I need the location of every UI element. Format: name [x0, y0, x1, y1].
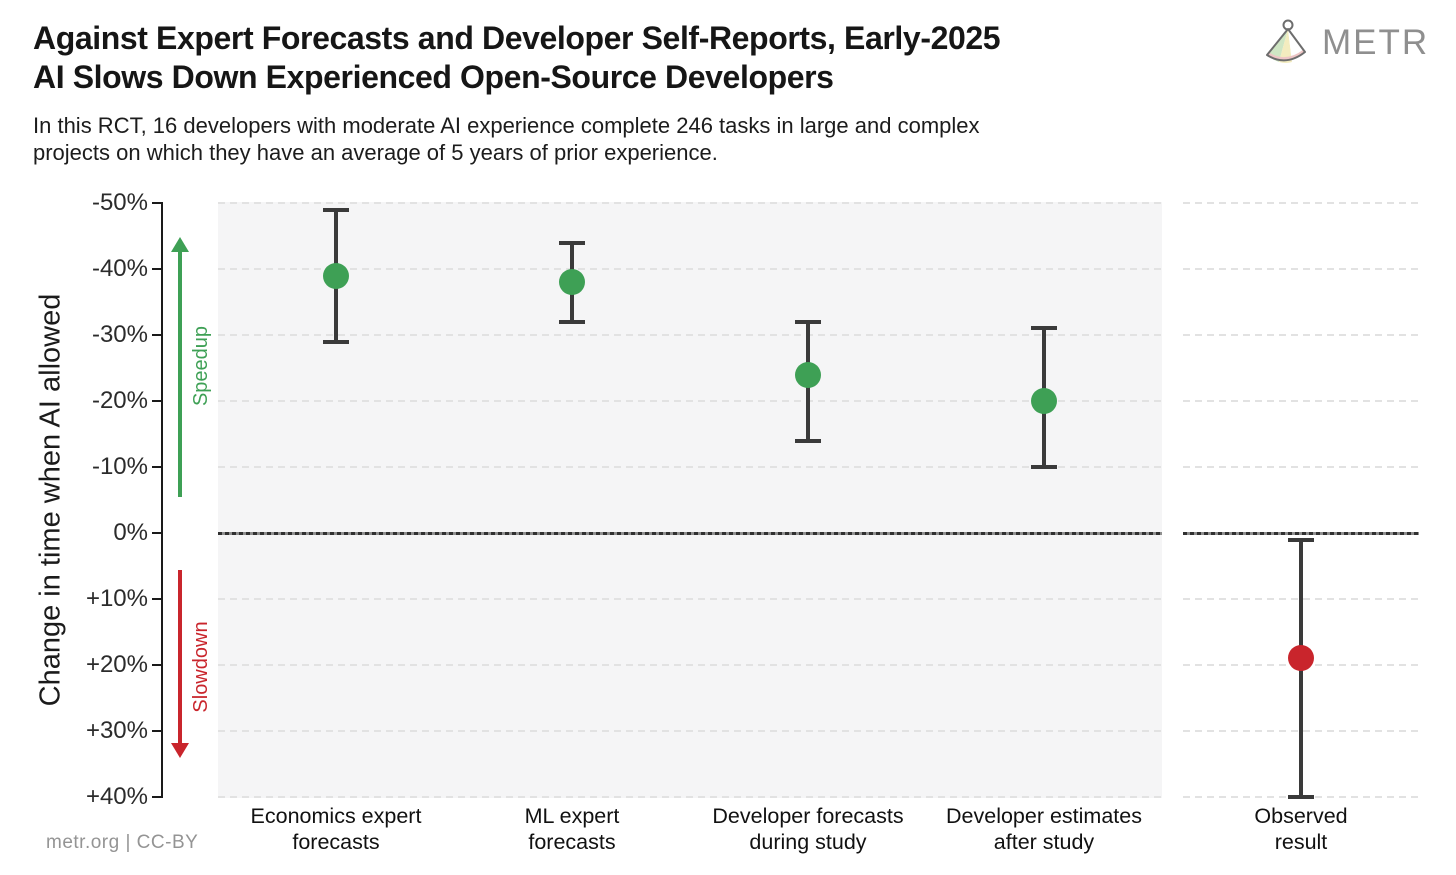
gridline--10% [218, 466, 1162, 468]
speedup-arrow-line [178, 249, 182, 497]
source-credit: metr.org | CC-BY [46, 832, 199, 853]
y-tick-label--30%: -30% [91, 321, 148, 348]
chart-subtitle-line2: projects on which they have an average o… [33, 140, 718, 165]
errorbar-cap-top [1288, 537, 1314, 542]
metr-logo-text: METR [1322, 23, 1430, 62]
y-tick-label--40%: -40% [91, 255, 148, 282]
errorbar-cap-bottom [1288, 795, 1314, 799]
data-point-ml-expert-forecasts [559, 269, 585, 296]
y-tick-label-+40%: +40% [85, 783, 148, 810]
gridline--30% [218, 334, 1162, 336]
gridline-+10% [218, 598, 1162, 600]
errorbar-cap-top [559, 240, 585, 245]
y-tick--30% [152, 334, 162, 336]
y-tick--50% [152, 202, 162, 204]
chart-subtitle-line1: In this RCT, 16 developers with moderate… [33, 113, 980, 138]
y-axis-title: Change in time when AI allowed [34, 293, 67, 707]
y-tick--40% [152, 268, 162, 270]
zero-baseline [1183, 532, 1419, 535]
y-tick-label-+20%: +20% [85, 651, 148, 678]
gridline--30% [1183, 334, 1419, 336]
y-tick-+10% [152, 598, 162, 600]
errorbar-cap-top [1031, 326, 1057, 331]
gridline--20% [218, 400, 1162, 402]
x-category-label: ML expert forecasts [524, 804, 620, 854]
gridline-+40% [218, 796, 1162, 798]
slowdown-label: Slowdown [190, 621, 212, 713]
errorbar-cap-bottom [559, 319, 585, 324]
gridline--40% [218, 268, 1162, 270]
zero-baseline [218, 532, 1162, 535]
gridline--50% [218, 202, 1162, 204]
speedup-arrow-head-icon [171, 237, 189, 252]
y-axis-line [161, 202, 163, 798]
speedup-label: Speedup [190, 325, 212, 407]
slowdown-arrow-line [178, 570, 182, 744]
errorbar-cap-bottom [1031, 465, 1057, 469]
metr-logo [1260, 18, 1310, 73]
x-category-label: Developer estimates after study [946, 804, 1142, 854]
y-tick-label-+10%: +10% [85, 585, 148, 612]
errorbar-cap-bottom [323, 339, 349, 344]
gridline-+20% [218, 664, 1162, 666]
y-tick-0% [152, 532, 162, 534]
x-category-label: Economics expert forecasts [250, 804, 422, 854]
forecast-panel [218, 202, 1162, 798]
y-tick-label--20%: -20% [91, 387, 148, 414]
gridline--40% [1183, 268, 1419, 270]
y-tick-label-0%: 0% [113, 519, 148, 546]
gridline-+30% [218, 730, 1162, 732]
gridline--50% [1183, 202, 1419, 204]
gridline--10% [1183, 466, 1419, 468]
errorbar-cap-top [323, 207, 349, 212]
y-tick-+40% [152, 796, 162, 798]
y-tick-label--50%: -50% [91, 189, 148, 216]
y-tick-label--10%: -10% [91, 453, 148, 480]
y-tick--20% [152, 400, 162, 402]
chart-title-line2: AI Slows Down Experienced Open-Source De… [33, 59, 834, 95]
metr-fan-icon [1266, 19, 1306, 63]
y-tick-+30% [152, 730, 162, 732]
errorbar-cap-bottom [795, 438, 821, 443]
y-tick-+20% [152, 664, 162, 666]
data-point-economics-expert-forecasts [323, 262, 349, 289]
chart-title-line1: Against Expert Forecasts and Developer S… [33, 20, 1001, 56]
data-point-observed-result [1288, 645, 1314, 672]
x-category-label: Observed result [1254, 804, 1348, 854]
y-tick--10% [152, 466, 162, 468]
slowdown-arrow-head-icon [171, 743, 189, 758]
gridline--20% [1183, 400, 1419, 402]
errorbar-cap-top [795, 319, 821, 324]
data-point-developer-estimates-after-study [1031, 388, 1057, 414]
data-point-developer-forecasts-during-study [795, 361, 821, 388]
x-category-label: Developer forecasts during study [712, 804, 904, 854]
y-tick-label-+30%: +30% [85, 717, 148, 744]
